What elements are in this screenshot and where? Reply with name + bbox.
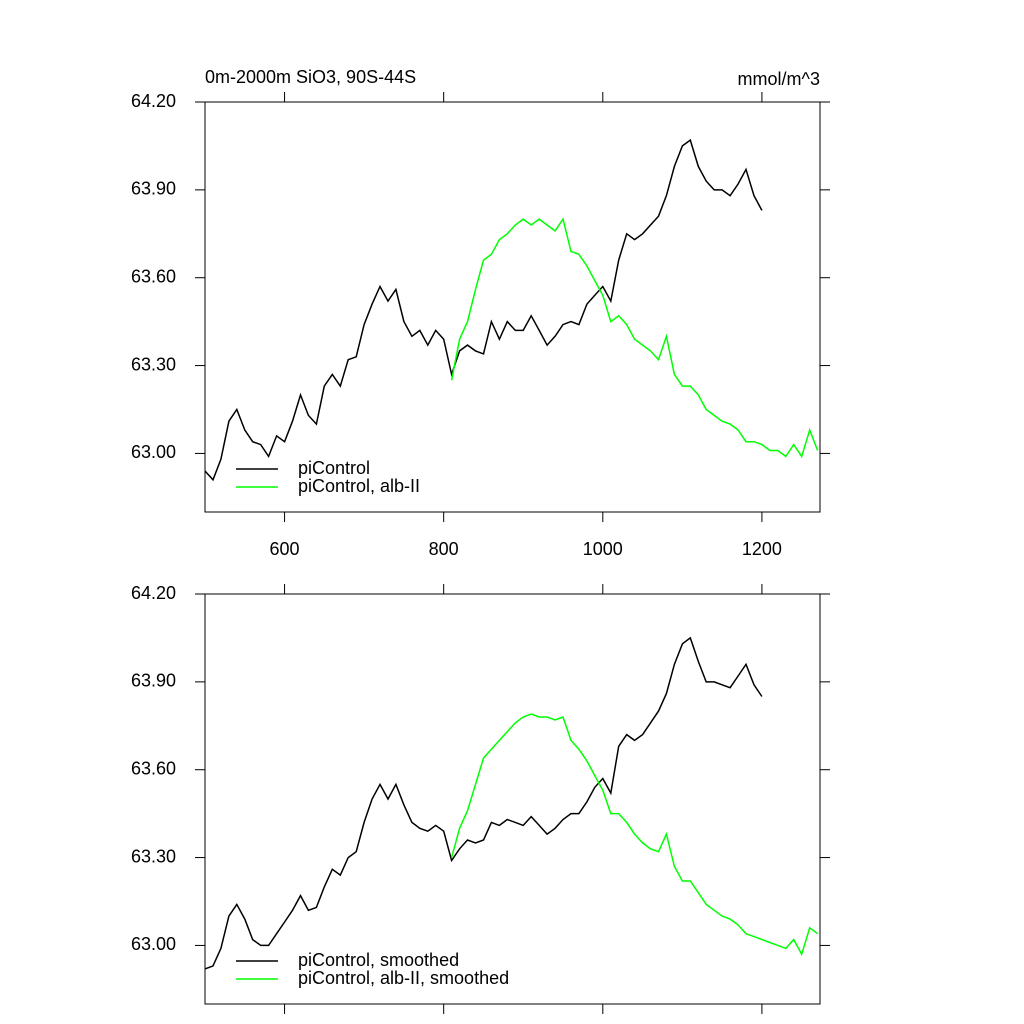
legend-label: piControl	[298, 458, 370, 478]
legend-label: piControl, smoothed	[298, 950, 459, 970]
chart-title: 0m-2000m SiO3, 90S-44S	[205, 67, 416, 87]
series-line	[204, 138, 763, 482]
y-tick-label: 63.00	[131, 934, 176, 954]
x-tick-label: 1000	[583, 539, 623, 559]
y-tick-label: 63.30	[131, 846, 176, 866]
y-tick-label: 63.30	[131, 354, 176, 374]
x-tick-label: 800	[429, 539, 459, 559]
units-label: mmol/m^3	[738, 69, 820, 89]
y-tick-label: 64.20	[131, 91, 176, 111]
x-tick-label: 1200	[742, 539, 782, 559]
series-line	[204, 636, 763, 970]
legend-label: piControl, alb-II	[298, 476, 420, 496]
legend-label: piControl, alb-II, smoothed	[298, 968, 509, 988]
plot-frame	[204, 593, 821, 1005]
x-tick-label: 600	[270, 539, 300, 559]
series-line	[450, 217, 819, 459]
y-tick-label: 63.90	[131, 179, 176, 199]
y-tick-label: 63.60	[131, 758, 176, 778]
plot-frame	[204, 101, 821, 513]
series-line	[450, 713, 819, 957]
y-tick-label: 64.20	[131, 583, 176, 603]
y-tick-label: 63.90	[131, 671, 176, 691]
y-tick-label: 63.00	[131, 442, 176, 462]
y-tick-label: 63.60	[131, 266, 176, 286]
